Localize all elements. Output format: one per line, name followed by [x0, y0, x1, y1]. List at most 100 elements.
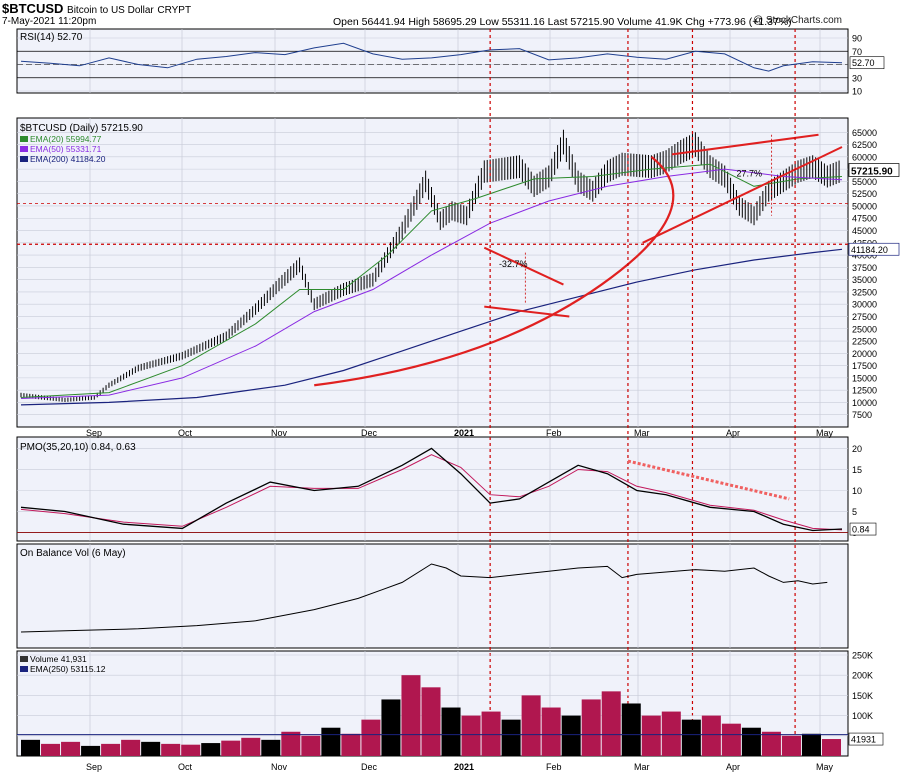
pmo-tick-label: 15 — [852, 465, 862, 475]
price-tick-label: 52500 — [852, 189, 877, 199]
rsi-tick-label: 70 — [852, 47, 862, 57]
x-tick-label: 2021 — [454, 762, 474, 772]
ema50-line — [20, 168, 843, 399]
ema-legend-swatch — [20, 156, 28, 162]
volume-bar — [661, 711, 681, 756]
volume-bar — [481, 711, 501, 756]
volume-bar — [741, 727, 761, 756]
volume-bar — [181, 744, 201, 756]
volume-bar — [221, 740, 241, 756]
volume-bar — [421, 687, 441, 756]
volume-bar — [641, 715, 661, 756]
volume-bar — [561, 715, 581, 756]
volume-last-box — [848, 732, 884, 746]
price-tick-label: 62500 — [852, 140, 877, 150]
volume-bar — [321, 727, 341, 756]
price-tick-label: 10000 — [852, 398, 877, 408]
price-tick-label: 12500 — [852, 386, 877, 396]
volume-bar — [121, 739, 141, 756]
rsi-last-label: 52.70 — [852, 58, 875, 68]
x-tick-label: Dec — [361, 428, 378, 438]
price-tick-label: 20000 — [852, 349, 877, 359]
volume-bar — [721, 723, 741, 756]
drop-percent-label: -32.7% — [499, 259, 528, 269]
volume-bar — [41, 743, 61, 756]
volume-bar — [701, 715, 721, 756]
rsi-line — [20, 42, 843, 72]
wedge-lower-line — [642, 146, 843, 244]
x-tick-label: 2021 — [454, 428, 474, 438]
rsi-legend: RSI(14) 52.70 — [20, 32, 83, 43]
x-tick-label: May — [816, 762, 834, 772]
volume-bar — [81, 745, 101, 756]
volume-bar — [601, 691, 621, 756]
volume-bar — [681, 719, 701, 756]
rsi-tick-label: 90 — [852, 34, 862, 44]
volume-bar — [241, 737, 261, 756]
pmo-tick-label: 5 — [852, 507, 857, 517]
pmo-tick-label: 20 — [852, 444, 862, 454]
rsi-last-box — [849, 56, 885, 70]
volume-bar — [441, 707, 461, 756]
pmo-line — [20, 447, 843, 532]
price-tick-label: 22500 — [852, 337, 877, 347]
volume-bar — [21, 739, 41, 756]
price-tick-label: 7500 — [852, 410, 872, 420]
x-tick-label: Nov — [271, 428, 288, 438]
volume-last-label: 41931 — [851, 735, 876, 745]
flag-lower-line — [484, 305, 570, 318]
panel-obv — [16, 543, 849, 649]
x-tick-label: Feb — [546, 762, 562, 772]
ema-legend-label: EMA(50) 55331.71 — [30, 144, 102, 154]
volume-tick-label: 100K — [852, 711, 873, 721]
x-tick-label: Apr — [726, 762, 740, 772]
volume-bar — [361, 719, 381, 756]
flag-upper-line — [483, 246, 564, 286]
pmo-last-label: 0.84 — [852, 525, 870, 535]
volume-bar — [761, 731, 781, 756]
ema200-last-box — [848, 242, 900, 256]
wedge-upper-line — [671, 133, 819, 156]
volume-legend-label: EMA(250) 53115.12 — [30, 664, 106, 674]
x-tick-label: May — [816, 428, 834, 438]
rsi-tick-label: 10 — [852, 87, 862, 97]
volume-bar — [801, 733, 821, 756]
ema-legend-label: EMA(20) 55994.77 — [30, 134, 102, 144]
price-tick-label: 17500 — [852, 361, 877, 371]
volume-bar — [501, 719, 521, 756]
volume-tick-label: 250K — [852, 651, 873, 661]
stockcharts-watermark: @ StockCharts.com — [752, 15, 842, 26]
volume-bar — [161, 743, 181, 756]
x-tick-label: Mar — [634, 762, 650, 772]
volume-bar — [821, 739, 841, 756]
obv-line — [20, 563, 828, 633]
volume-tick-label: 200K — [852, 671, 873, 681]
volume-legend-swatch — [20, 656, 28, 662]
pmo-last-box — [849, 522, 877, 536]
volume-bar — [541, 707, 561, 756]
rsi-tick-label: 30 — [852, 73, 862, 83]
ema-legend-swatch — [20, 146, 28, 152]
x-tick-label: Oct — [178, 428, 193, 438]
price-tick-label: 35000 — [852, 275, 877, 285]
volume-bar — [381, 699, 401, 756]
price-tick-label: 65000 — [852, 128, 877, 138]
panel-rsi — [16, 28, 849, 94]
panel-pmo — [16, 436, 849, 542]
volume-bar — [101, 743, 121, 756]
volume-legend-label: Volume 41,931 — [30, 654, 87, 664]
price-tick-label: 30000 — [852, 300, 877, 310]
price-title: $BTCUSD (Daily) 57215.90 — [20, 123, 143, 134]
parabolic-curve — [314, 155, 675, 387]
volume-bar — [61, 741, 81, 756]
price-last-label: 57215.90 — [851, 167, 893, 178]
x-tick-label: Oct — [178, 762, 193, 772]
x-tick-label: Feb — [546, 428, 562, 438]
price-tick-label: 37500 — [852, 263, 877, 273]
symbol-name: Bitcoin to US Dollar — [67, 5, 154, 16]
volume-bar — [621, 703, 641, 756]
pmo-tick-label: 10 — [852, 486, 862, 496]
obv-legend: On Balance Vol (6 May) — [20, 548, 126, 559]
price-tick-label: 27500 — [852, 312, 877, 322]
price-tick-label: 60000 — [852, 152, 877, 162]
